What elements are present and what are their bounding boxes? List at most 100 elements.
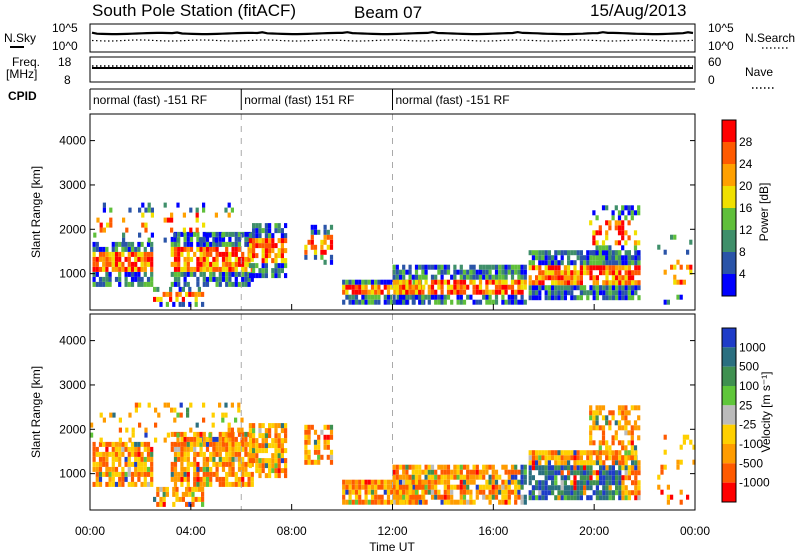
heatmap-cell [329,244,334,250]
heatmap-cell [225,261,229,267]
heatmap-cell [421,479,425,485]
heatmap-cell [531,495,535,501]
heatmap-cell [576,285,580,291]
heatmap-cell [538,285,542,291]
heatmap-cell [143,456,147,462]
heatmap-cell [615,455,619,461]
heatmap-cell [520,474,524,480]
heatmap-cell [456,279,460,285]
freq-strip: 18 8 60 0 [58,55,722,87]
heatmap-cell [450,499,454,505]
heatmap-cell [255,253,259,259]
heatmap-cell [538,480,542,486]
heatmap-cell [224,437,228,443]
heatmap-cell [501,289,505,295]
heatmap-cell [202,266,206,272]
heatmap-cell [250,276,254,282]
heatmap-cell [386,279,391,285]
heatmap-cell [180,471,184,477]
heatmap-cell [313,229,318,235]
heatmap-cell [411,479,415,485]
heatmap-cell [634,270,638,276]
heatmap-cell [570,465,574,471]
heatmap-cell [114,246,119,252]
heatmap-cell [225,441,229,447]
heatmap-cell [370,499,375,505]
heatmap-cell [195,212,199,218]
heatmap-cell [427,464,431,470]
heatmap-cell [186,407,190,413]
heatmap-cell [602,465,606,471]
heatmap-cell [523,479,527,485]
heatmap-cell [630,435,634,441]
heatmap-cell [538,450,542,456]
heatmap-cell [374,279,378,285]
heatmap-cell [621,290,625,296]
heatmap-cell [130,441,135,447]
heatmap-cell [255,468,259,474]
heatmap-cell [466,469,470,475]
heatmap-cell [237,236,242,242]
heatmap-cell [193,471,197,477]
heatmap-cell [98,276,103,282]
heatmap-cell [601,435,606,441]
heatmap-cell [395,469,399,475]
heatmap-cell [221,436,226,442]
heatmap-cell [310,459,314,465]
heatmap-cell [395,474,399,480]
heatmap-cell [374,484,378,490]
heatmap-cell [627,470,631,476]
heatmap-cell [602,450,606,456]
heatmap-cell [592,425,596,431]
heatmap-cell [118,281,122,287]
cpid-segment-label: normal (fast) -151 RF [93,93,207,107]
heatmap-cell [277,223,281,229]
heatmap-cell [405,279,409,285]
heatmap-cell [329,234,334,240]
heatmap-cell [450,469,454,475]
heatmap-cell [92,466,96,472]
heatmap-cell [453,289,457,295]
heatmap-cell [528,450,532,456]
heatmap-cell [342,489,346,495]
heatmap-cell [180,231,184,237]
heatmap-cell [258,233,262,239]
heatmap-cell [554,255,558,261]
heatmap-cell [231,436,235,442]
heatmap-cell [482,264,486,270]
heatmap-cell [163,402,167,408]
heatmap-cell [128,207,132,213]
heatmap-cell [679,499,683,505]
heatmap-cell [177,276,181,282]
heatmap-cell [598,425,602,431]
heatmap-cell [180,461,184,467]
heatmap-cell [557,470,561,476]
heatmap-cell [554,275,558,281]
heatmap-cell [488,269,492,275]
heatmap-cell [274,463,278,469]
heatmap-cell [595,295,599,301]
heatmap-cell [144,227,148,233]
heatmap-cell [583,460,587,466]
heatmap-cell [114,451,119,457]
heatmap-cell [264,273,268,279]
heatmap-cell [421,274,425,280]
heatmap-cell [475,299,479,305]
heatmap-cell [514,484,518,490]
heatmap-cell [657,244,661,250]
heatmap-cell [624,430,628,436]
heatmap-cell [579,460,583,466]
heatmap-cell [130,461,135,467]
heatmap-cell [538,485,542,491]
freq-top-tick: 18 [58,55,72,69]
heatmap-cell [284,473,288,479]
heatmap-cell [307,429,311,435]
heatmap-cell [98,246,103,252]
heatmap-cell [218,436,222,442]
heatmap-cell [342,499,346,505]
heatmap-cell [215,281,219,287]
heatmap-cell [657,474,661,480]
heatmap-cell [261,253,265,259]
heatmap-cell [605,265,609,271]
